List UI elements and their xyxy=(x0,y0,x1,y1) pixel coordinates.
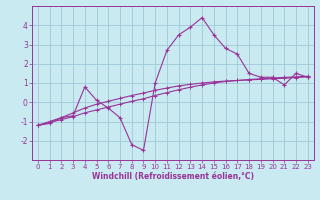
X-axis label: Windchill (Refroidissement éolien,°C): Windchill (Refroidissement éolien,°C) xyxy=(92,172,254,181)
